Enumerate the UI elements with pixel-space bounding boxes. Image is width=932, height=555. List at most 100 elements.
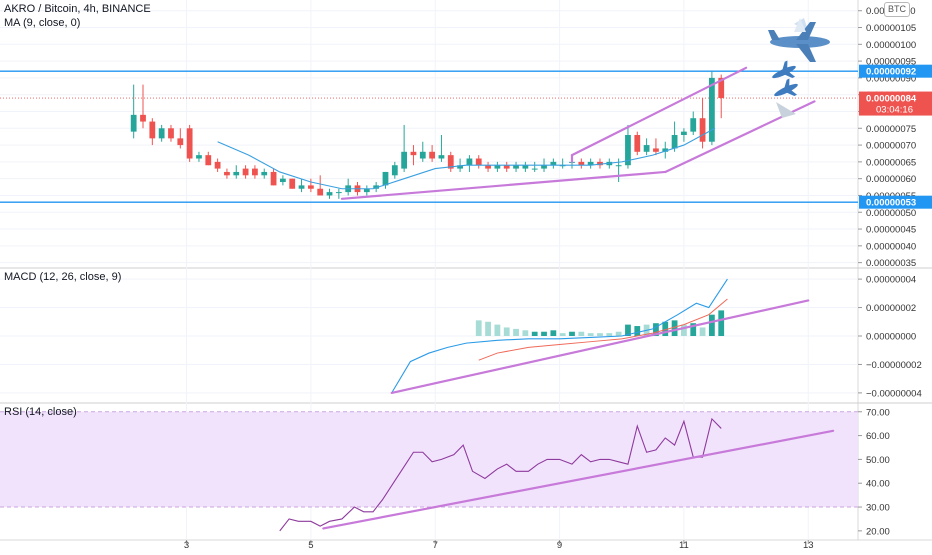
rsi-line [279, 417, 722, 532]
macd-tick-label: −0.00000002 [866, 360, 922, 371]
candle-body [307, 185, 314, 189]
airplane-small-icon[interactable] [770, 76, 801, 103]
macd-pane [390, 278, 810, 394]
price-tick-label: 0.00000095 [866, 57, 916, 68]
candle-body [289, 178, 296, 189]
candle-body [373, 185, 380, 189]
price-tick-label: 0.00000090 [866, 73, 916, 84]
price-tick-label: 0.00000075 [866, 124, 916, 135]
candle-body [494, 165, 501, 169]
candle-body [653, 148, 659, 152]
time-tick-label: 5 [308, 540, 313, 550]
macd-histogram-bar [662, 321, 669, 336]
price-tick-label: 0.00000065 [866, 157, 916, 168]
candle-body [410, 151, 417, 156]
macd-histogram-bar [578, 331, 585, 336]
price-tick-label: 0.00000050 [866, 208, 916, 219]
time-tick-label: 7 [433, 540, 438, 550]
candle-body [298, 185, 305, 189]
macd-legend[interactable]: MACD (12, 26, close, 9) [4, 271, 122, 283]
candle-body [261, 171, 268, 176]
macd-trend-line [390, 299, 810, 394]
rsi-tick-label: 30.00 [866, 503, 890, 514]
countdown-label: 03:04:16 [876, 105, 913, 116]
macd-histogram-bar [625, 324, 631, 336]
candle-body [214, 161, 221, 169]
candle-body [233, 171, 240, 176]
candle-body [615, 165, 622, 167]
axes: 0.000001100.000001050.000001000.00000095… [184, 6, 932, 551]
candle-body [391, 165, 398, 176]
rsi-legend[interactable]: RSI (14, close) [4, 406, 77, 418]
candle-body [419, 151, 426, 159]
candle-body [401, 151, 408, 169]
macd-histogram-bar [690, 323, 697, 336]
airplane-small-icon[interactable] [768, 58, 799, 85]
current-price-label: 0.00000084 [866, 94, 917, 105]
horizontal-levels[interactable] [0, 70, 858, 203]
macd-histogram-bar [671, 320, 678, 336]
candle-body [326, 192, 333, 196]
candle-body [242, 168, 249, 176]
top-level-label-box [859, 64, 932, 78]
candle-body [597, 161, 603, 166]
candle-body [196, 155, 202, 159]
candle-body [457, 165, 463, 169]
macd-tick-label: 0.00000002 [866, 303, 916, 314]
symbol-title[interactable]: AKRO / Bitcoin, 4h, BINANCE [4, 3, 151, 15]
candle-body [168, 128, 174, 139]
candle-body [317, 188, 324, 196]
candles[interactable] [130, 71, 725, 199]
rsi-tick-label: 20.00 [866, 526, 890, 537]
rsi-pane [279, 417, 835, 532]
candle-body [335, 192, 342, 194]
candle-body [270, 171, 277, 186]
price-tick-label: 0.00000070 [866, 141, 916, 152]
candle-body [503, 165, 510, 169]
candle-body [709, 77, 715, 142]
price-tick-label: 0.00000040 [866, 241, 916, 252]
time-tick-label: 9 [557, 540, 562, 550]
macd-histogram-bar [634, 326, 641, 336]
price-tick-label: 0.00000100 [866, 40, 916, 51]
moving-average [217, 127, 716, 190]
candle-body [382, 171, 389, 186]
macd-histogram-bar [587, 333, 594, 336]
macd-histogram-bar [606, 333, 613, 336]
candle-body [252, 168, 258, 176]
candle-body [522, 165, 529, 169]
rsi-band [0, 411, 858, 508]
macd-tick-label: 0.00000000 [866, 332, 916, 343]
macd-histogram-bar [559, 333, 566, 336]
candle-body [429, 151, 435, 159]
macd-histogram-bar [550, 330, 557, 336]
top-level-label: 0.00000092 [866, 67, 916, 78]
candle-body [205, 155, 212, 166]
trend-line [570, 66, 748, 157]
candle-body [485, 165, 491, 169]
macd-histogram-bar [513, 328, 519, 336]
price-tick-label: 0.00000105 [866, 23, 916, 34]
candle-body [690, 118, 697, 132]
candle-body [475, 158, 482, 166]
rsi-tick-label: 40.00 [866, 479, 890, 490]
candle-body [643, 145, 650, 152]
candle-body [513, 165, 519, 169]
ma-legend[interactable]: MA (9, close, 0) [4, 17, 81, 29]
macd-histogram-bar [597, 333, 603, 336]
candle-body [438, 155, 445, 159]
macd-tick-label: −0.00000004 [866, 388, 922, 399]
ma-line [217, 127, 716, 190]
candle-body [140, 114, 146, 122]
candle-body [662, 148, 669, 152]
currency-badge[interactable]: BTC [884, 2, 910, 17]
macd-histogram-bar [709, 314, 715, 336]
candle-body [550, 161, 557, 166]
macd-histogram-bar [494, 324, 501, 336]
macd-histogram-bar [503, 327, 510, 336]
rsi-tick-label: 70.00 [866, 407, 890, 418]
macd-histogram-bar [541, 331, 547, 336]
candle-body [671, 135, 678, 149]
